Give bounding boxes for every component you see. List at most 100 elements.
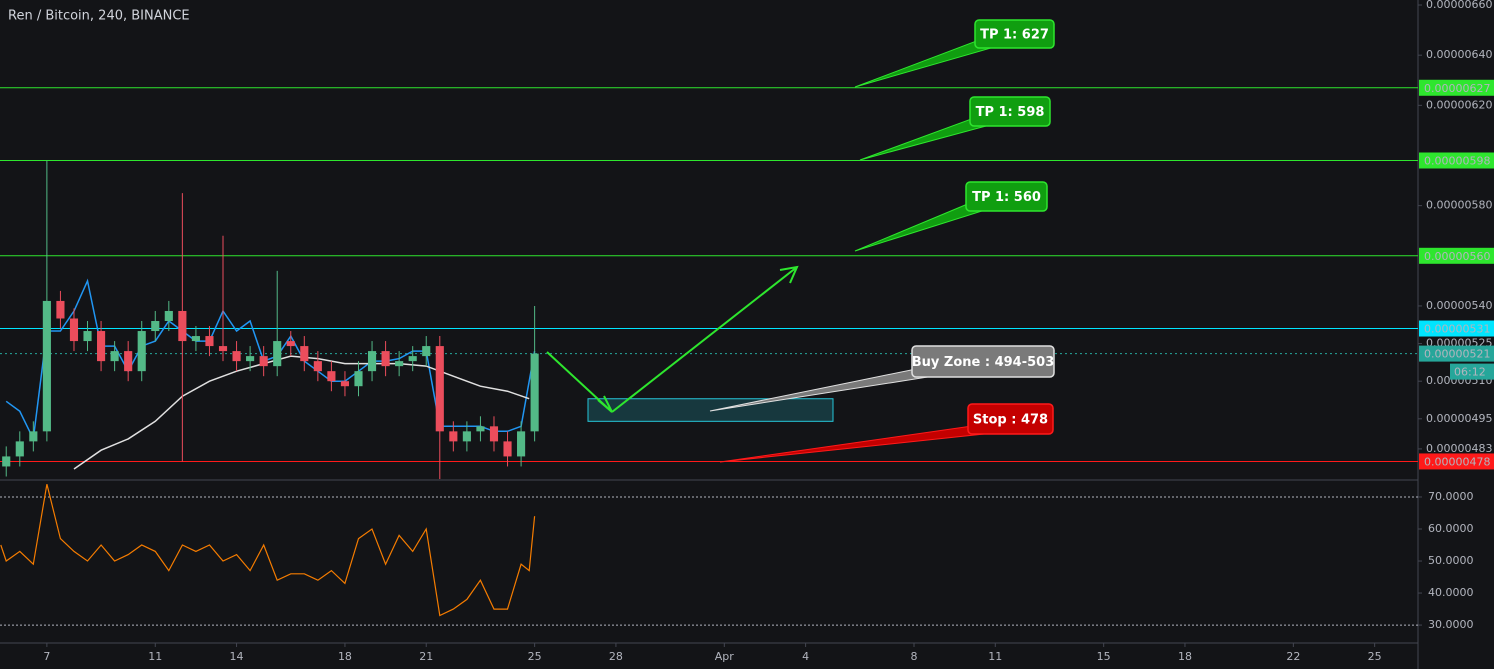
candle-body <box>286 341 295 347</box>
price-pane <box>0 87 1418 479</box>
candle-body <box>205 336 214 347</box>
drawings <box>546 265 799 413</box>
candle-body <box>367 351 377 372</box>
candle-body <box>489 426 499 442</box>
y-tick-label: 0.00000495 <box>1426 412 1492 425</box>
callout-box <box>967 403 1054 435</box>
x-tick-label: 22 <box>1286 650 1300 663</box>
x-tick-label: 7 <box>43 650 50 663</box>
x-tick-label: 21 <box>419 650 433 663</box>
candle-body <box>218 346 228 352</box>
candle-body <box>327 371 336 382</box>
buy-zone <box>587 398 834 422</box>
level-label-box <box>1419 247 1494 264</box>
candle-body <box>300 346 309 362</box>
candle-body <box>137 331 146 372</box>
x-tick-label: 11 <box>148 650 162 663</box>
x-tick-label: 18 <box>1178 650 1192 663</box>
countdown-box <box>1450 363 1494 380</box>
arrow-head <box>779 265 799 284</box>
candle-body <box>56 300 65 319</box>
y-tick-label: 0.00000483 <box>1426 442 1492 455</box>
candle-body <box>422 346 431 357</box>
y-tick-label: 0.00000660 <box>1426 0 1492 11</box>
candle-body <box>259 356 268 367</box>
callout-text: TP 1: 627 <box>980 28 1049 43</box>
level-label-box <box>1419 345 1494 362</box>
x-tick-label: 18 <box>338 650 352 663</box>
candle-body <box>273 341 282 367</box>
candle-body <box>178 310 187 342</box>
y-tick-label: 0.00000620 <box>1426 98 1492 111</box>
y-tick-label: 0.00000640 <box>1426 48 1492 61</box>
candle-body <box>15 441 24 457</box>
callout-box <box>965 181 1048 212</box>
level-label: 0.00000627 <box>1424 82 1490 95</box>
level-label-box <box>1419 79 1494 96</box>
y-tick-label: 30.0000 <box>1428 618 1474 631</box>
x-tick-label: 28 <box>609 650 623 663</box>
candle-body <box>83 331 92 342</box>
y-tick-label: 60.0000 <box>1428 522 1474 535</box>
level-label-box <box>1419 152 1494 169</box>
candle-body <box>29 431 38 442</box>
callout-box <box>974 19 1055 49</box>
level-label-box <box>1419 453 1494 470</box>
chart-title: Ren / Bitcoin, 240, BINANCE <box>8 9 190 24</box>
candle-body <box>408 356 417 362</box>
candle-body <box>503 441 512 457</box>
x-tick-label: 25 <box>1368 650 1382 663</box>
overlay-line <box>5 278 536 442</box>
x-tick-label: 11 <box>988 650 1002 663</box>
x-tick-label: 15 <box>1097 650 1111 663</box>
rsi-pane <box>0 484 1418 626</box>
candle-body <box>517 431 526 457</box>
callout-text: Stop : 478 <box>973 413 1048 428</box>
x-tick-label: Apr <box>715 650 735 663</box>
level-label-box <box>1419 320 1494 337</box>
callout-text: Buy Zone : 494-503 <box>912 355 1055 370</box>
candle-body <box>381 351 390 367</box>
level-label: 0.00000531 <box>1424 323 1490 336</box>
candle-body <box>2 456 11 467</box>
callout-box <box>969 96 1051 127</box>
candle-body <box>69 318 79 342</box>
rsi-line <box>0 484 536 617</box>
candle-body <box>449 431 458 442</box>
level-label: 0.00000521 <box>1424 348 1490 361</box>
x-tick-label: 8 <box>910 650 917 663</box>
y-tick-label: 0.00000580 <box>1426 199 1492 212</box>
callout-text: TP 1: 560 <box>972 190 1041 205</box>
x-tick-label: 4 <box>802 650 809 663</box>
candle-body <box>151 321 160 332</box>
candle-body <box>435 346 444 432</box>
callout-text: TP 1: 598 <box>976 105 1045 120</box>
candle-body <box>462 431 471 442</box>
level-label: 0.00000478 <box>1424 455 1490 468</box>
level-label: 0.00000598 <box>1424 155 1490 168</box>
candle-body <box>191 336 200 342</box>
candle-body <box>246 356 255 362</box>
axes: 0.00000660 0.00000640 0.00000620 0.00000580… <box>43 0 1494 663</box>
candle-body <box>97 331 106 362</box>
level-label: 0.00000560 <box>1424 250 1490 263</box>
candle-body <box>313 361 322 372</box>
candle-body <box>354 371 363 387</box>
candle-body <box>164 310 173 322</box>
candle-body <box>340 381 350 387</box>
candle-body <box>476 426 485 432</box>
x-tick-label: 14 <box>230 650 244 663</box>
y-tick-label: 70.0000 <box>1428 490 1474 503</box>
countdown: 06:12 <box>1454 366 1486 379</box>
candle-body <box>232 351 241 362</box>
x-tick-label: 25 <box>528 650 542 663</box>
y-tick-label: 0.00000540 <box>1426 299 1492 312</box>
candle-body <box>530 353 539 432</box>
callout-box <box>911 345 1055 378</box>
candle-body <box>42 300 51 432</box>
candle-body <box>124 351 133 372</box>
y-tick-label: 40.0000 <box>1428 586 1474 599</box>
arrow <box>611 266 798 413</box>
